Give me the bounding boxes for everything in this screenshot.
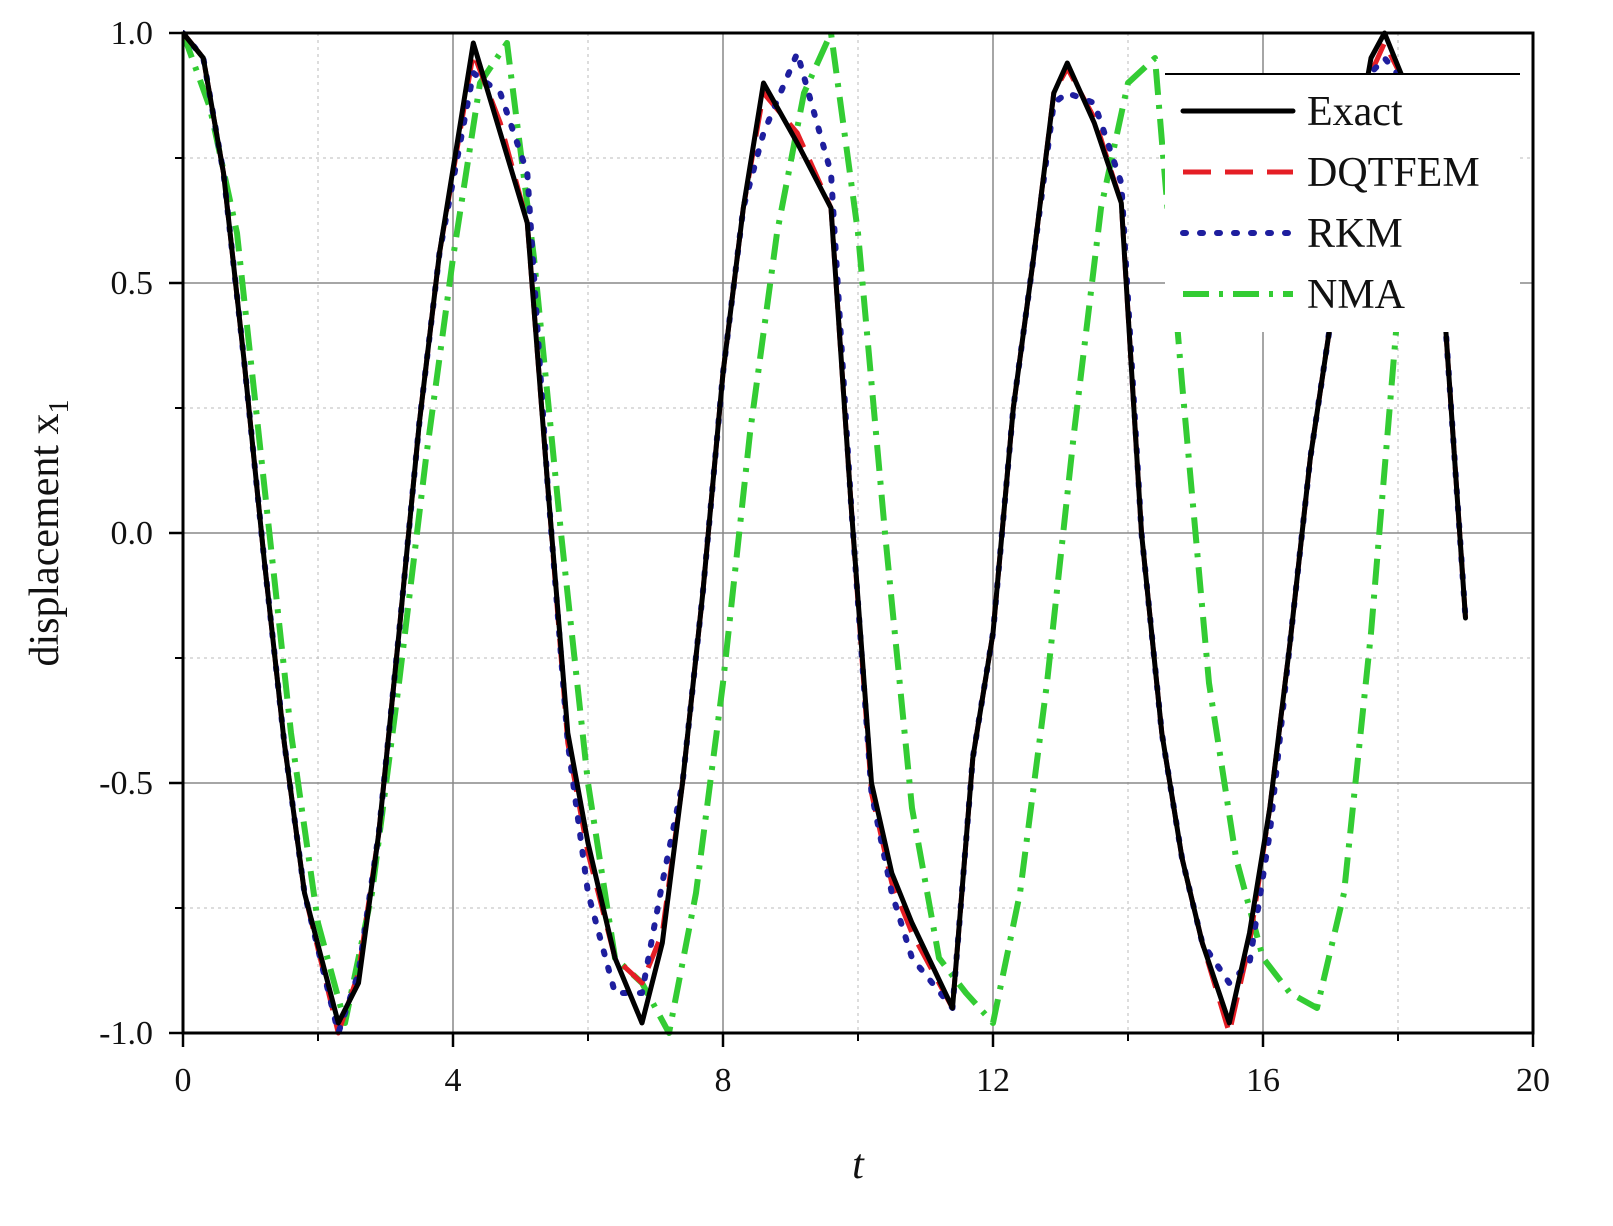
y-tick-label: 1.0 bbox=[111, 15, 154, 52]
legend-label-rkm: RKM bbox=[1307, 211, 1403, 257]
x-tick-label: 0 bbox=[175, 1062, 192, 1099]
series-lines bbox=[183, 30, 1469, 1036]
y-tick-label: 0.0 bbox=[111, 515, 154, 552]
x-tick-label: 4 bbox=[445, 1062, 462, 1099]
series-exact-line bbox=[183, 30, 1468, 1026]
y-axis-title-text: displacement x bbox=[22, 413, 68, 666]
x-tick-label: 12 bbox=[976, 1062, 1010, 1099]
y-tick-label: 0.5 bbox=[111, 265, 154, 302]
x-tick-label: 16 bbox=[1246, 1062, 1280, 1099]
x-tick-label: 8 bbox=[715, 1062, 732, 1099]
legend-label-nma: NMA bbox=[1307, 272, 1406, 318]
y-tick-label: -0.5 bbox=[99, 765, 153, 802]
y-axis-title: displacement x1 bbox=[22, 399, 75, 666]
x-tick-label: 20 bbox=[1516, 1062, 1550, 1099]
legend-label-dqtfem: DQTFEM bbox=[1307, 150, 1480, 196]
legend-background bbox=[1165, 74, 1520, 332]
y-axis-title-subscript: 1 bbox=[44, 399, 75, 413]
x-tick-labels: 0 4 8 12 16 20 bbox=[175, 1062, 1551, 1099]
y-tick-label: -1.0 bbox=[99, 1015, 153, 1052]
x-axis-title: t bbox=[852, 1142, 865, 1188]
y-tick-labels: -1.0 -0.5 0.0 0.5 1.0 bbox=[99, 15, 153, 1052]
legend: Exact DQTFEM RKM NMA bbox=[1165, 73, 1520, 332]
legend-label-exact: Exact bbox=[1307, 89, 1403, 135]
series-nma-line bbox=[183, 30, 1401, 1036]
axis-ticks bbox=[169, 31, 1535, 1047]
